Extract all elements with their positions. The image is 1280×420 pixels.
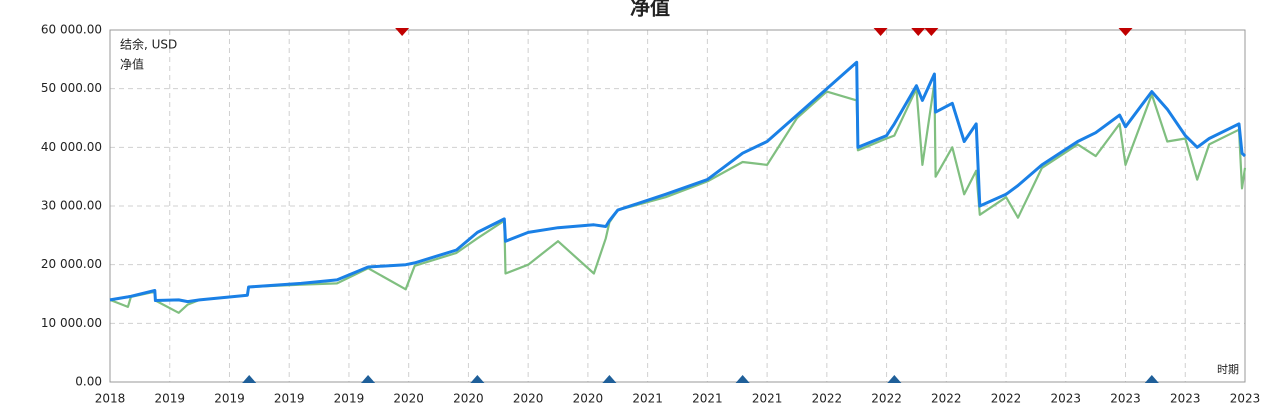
y-tick-label: 50 000.00 [41,81,102,95]
x-tick-label: 2022 [871,392,902,406]
bottom-marker [242,375,257,383]
x-tick-label: 2021 [692,392,723,406]
top-marker [873,28,888,36]
top-marker [1118,28,1133,36]
x-tick-label: 2022 [931,392,962,406]
legend-entry: 净值 [120,57,144,72]
x-tick-label: 2023 [1170,392,1201,406]
bottom-marker [887,375,902,383]
x-tick-label: 2020 [393,392,424,406]
bottom-marker [735,375,750,383]
x-axis-label: 时期 [1217,363,1239,376]
x-tick-label: 2023 [1110,392,1141,406]
x-tick-label: 2019 [154,392,185,406]
x-tick-label: 2019 [214,392,245,406]
x-tick-label: 2020 [573,392,604,406]
top-marker [395,28,410,36]
y-tick-label: 60 000.00 [41,23,102,37]
chart-title: 净值 [630,0,670,20]
x-tick-label: 2023 [1051,392,1082,406]
series-line [109,81,1247,314]
bottom-marker [361,375,376,383]
bottom-marker [602,375,617,383]
x-tick-label: 2019 [334,392,365,406]
y-tick-label: 30 000.00 [41,199,102,213]
x-tick-label: 2022 [991,392,1022,406]
y-tick-label: 20 000.00 [41,257,102,271]
x-tick-label: 2020 [513,392,544,406]
x-tick-label: 2019 [274,392,305,406]
x-tick-label: 2020 [453,392,484,406]
y-tick-label: 0.00 [75,375,102,389]
series-line [109,60,1247,304]
bottom-marker [1144,375,1159,383]
x-tick-label: 2023 [1230,392,1261,406]
top-marker [911,28,926,36]
x-tick-label: 2021 [632,392,663,406]
plot-frame [109,29,1246,383]
y-tick-label: 10 000.00 [41,316,102,330]
bottom-marker [470,375,485,383]
top-marker [924,28,939,36]
legend-entry: 结余, USD [120,37,177,52]
y-tick-label: 40 000.00 [41,140,102,154]
x-tick-label: 2018 [95,392,126,406]
x-tick-label: 2022 [812,392,843,406]
x-tick-label: 2021 [752,392,783,406]
